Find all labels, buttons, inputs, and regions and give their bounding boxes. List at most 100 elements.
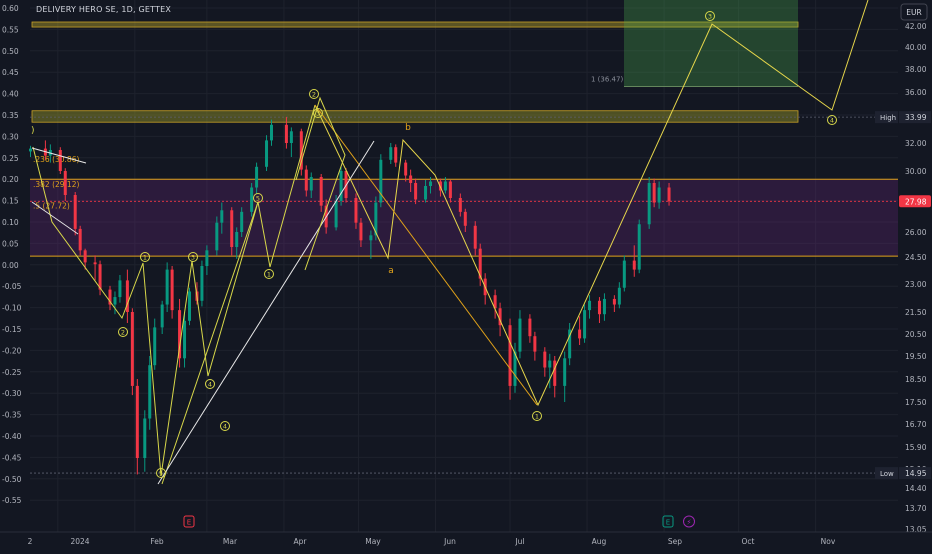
left-axis-tick: -0.55 [2,496,22,505]
wave-label-circle [118,327,128,337]
candle-down [612,298,616,305]
candle-up [622,260,626,288]
candle-up [657,187,661,203]
right-axis-tick: 20.50 [905,330,927,339]
wave-label: 3 [316,110,320,118]
wave-label-circle [309,89,319,99]
candle-down [578,329,582,339]
candle-down [354,198,358,223]
left-axis-tick: -0.45 [2,453,22,462]
candle-up [583,310,587,339]
wave-label: 2 [312,91,316,99]
candle-down [597,300,601,315]
candle-up [28,148,32,152]
left-axis-tick: 0.40 [2,90,19,99]
left-axis-tick: 0.50 [2,47,19,56]
left-axis-tick: -0.20 [2,346,22,355]
time-axis-tick: Jun [443,537,456,546]
low-value-bg [899,467,931,480]
candle-up [369,235,373,241]
candle-up [165,269,169,305]
left-axis-tick: 0.60 [2,4,19,13]
right-axis-tick: 26.00 [905,228,927,237]
last-price-bg [899,195,931,208]
high-value: 33.99 [905,113,927,122]
right-axis-tick: 30.00 [905,167,927,176]
candle-down [93,262,97,265]
wave-label-circle [253,193,263,203]
left-axis-tick: 0.05 [2,239,19,248]
candle-down [473,225,477,249]
time-axis-tick: Jul [514,537,524,546]
left-axis-tick: -0.50 [2,475,22,484]
right-axis-tick: 18.50 [905,375,927,384]
candle-up [309,177,313,191]
event-icon-glyph: E [187,519,191,527]
candle-down [73,195,77,229]
wave-label-circle [220,421,230,431]
right-axis-tick: 13.05 [905,525,927,534]
candle-down [543,351,547,368]
candle-up [265,140,269,167]
candle-down [125,280,129,312]
currency-button[interactable] [900,3,928,21]
high-value-bg [899,111,931,124]
candle-up [588,300,592,311]
candle-down [404,162,408,176]
wave-count-line-2 [314,0,869,407]
candle-up [188,291,192,321]
candle-down [478,248,482,279]
wave-label-circle [140,252,150,262]
target-label: 1 (36.47) [591,76,623,84]
candle-down [409,175,413,183]
time-axis-tick: Feb [150,537,164,546]
wave-count-line-3 [295,96,346,271]
wave-label: 4 [208,381,212,389]
left-axis-tick: -0.30 [2,389,22,398]
candle-up [289,131,293,143]
target-zone-box [624,0,798,87]
candle-down [319,177,323,206]
candle-down [98,264,102,290]
candle-down [284,124,288,143]
right-axis-tick: 42.00 [905,22,927,31]
earnings-event-icon[interactable] [662,515,674,528]
trend-line-short [31,147,87,164]
wave-label: 1 [535,413,539,421]
right-axis-tick: 32.00 [905,139,927,148]
candle-up [602,298,606,315]
time-axis-tick: Apr [294,537,308,546]
low-label-bg [875,467,898,480]
candle-up [389,147,393,160]
candle-up [374,202,378,236]
candle-up [617,287,621,305]
earnings-event-icon[interactable] [183,515,195,528]
time-axis-tick: 2024 [70,537,89,546]
left-axis-tick: 0.20 [2,175,19,184]
right-axis-tick: 36.00 [905,88,927,97]
resistance-zone-high [31,110,799,123]
candle-down [63,171,67,195]
wave-label-circle [313,108,323,118]
candle-up [339,171,343,201]
candle-down [359,222,363,241]
wave-label: 4 [830,117,834,125]
time-axis-tick: Nov [821,537,836,546]
last-price-value: 27.98 [905,197,927,206]
candle-up [113,297,117,305]
candle-up [379,159,383,203]
candle-up [429,181,433,186]
trend-line-short-2 [31,201,79,235]
right-axis-tick: 23.00 [905,280,927,289]
candle-down [553,360,557,386]
wave-label-circle [205,379,215,389]
dividend-event-icon[interactable] [683,515,695,528]
wave-label-circle [188,252,198,262]
candle-down [78,228,82,251]
wave-label: 5 [256,195,260,203]
candle-up [153,327,157,366]
candle-down [170,269,174,311]
wave-label-circle [705,11,715,21]
